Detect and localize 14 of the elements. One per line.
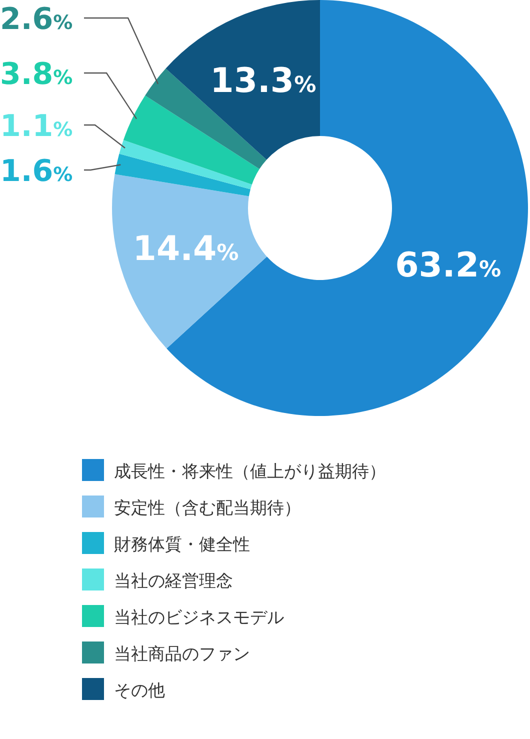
data-label: 1.6% — [0, 154, 73, 189]
legend-label: 安定性（含む配当期待） — [114, 498, 301, 518]
legend-label: 成長性・将来性（値上がり益期待） — [114, 462, 386, 482]
data-label: 63.2% — [395, 245, 502, 286]
legend-label: 当社の経営理念 — [114, 572, 233, 592]
data-label: 3.8% — [0, 57, 73, 92]
data-label: 2.6% — [0, 2, 73, 37]
data-label: 13.3% — [210, 61, 316, 102]
legend-label: 当社のビジネスモデル — [114, 608, 284, 628]
legend-label: 当社商品のファン — [114, 644, 250, 664]
legend-label: 財務体質・健全性 — [114, 535, 250, 555]
legend-label: その他 — [114, 681, 165, 701]
data-label: 14.4% — [132, 228, 239, 269]
data-label: 1.1% — [0, 109, 73, 144]
